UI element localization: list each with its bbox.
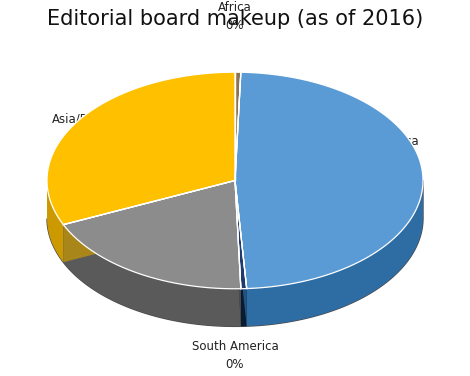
Polygon shape <box>47 72 235 224</box>
Text: South America
0%: South America 0% <box>192 340 278 371</box>
Polygon shape <box>235 180 247 326</box>
Text: Europe
19%: Europe 19% <box>111 206 152 237</box>
Polygon shape <box>63 180 235 262</box>
Polygon shape <box>235 72 241 180</box>
Text: Editorial board makeup (as of 2016): Editorial board makeup (as of 2016) <box>47 9 423 29</box>
Polygon shape <box>235 180 241 326</box>
Polygon shape <box>241 288 247 326</box>
Text: North America
49%: North America 49% <box>333 135 419 166</box>
Text: Africa
0%: Africa 0% <box>218 2 252 32</box>
Text: Asia/Pacific
32%: Asia/Pacific 32% <box>52 112 118 143</box>
Polygon shape <box>63 180 235 262</box>
Polygon shape <box>235 72 423 288</box>
Polygon shape <box>235 180 247 289</box>
Polygon shape <box>235 180 247 326</box>
Polygon shape <box>47 180 423 326</box>
Polygon shape <box>47 182 63 262</box>
Polygon shape <box>63 224 241 326</box>
Polygon shape <box>63 180 241 289</box>
Polygon shape <box>235 180 241 326</box>
Polygon shape <box>247 181 423 326</box>
